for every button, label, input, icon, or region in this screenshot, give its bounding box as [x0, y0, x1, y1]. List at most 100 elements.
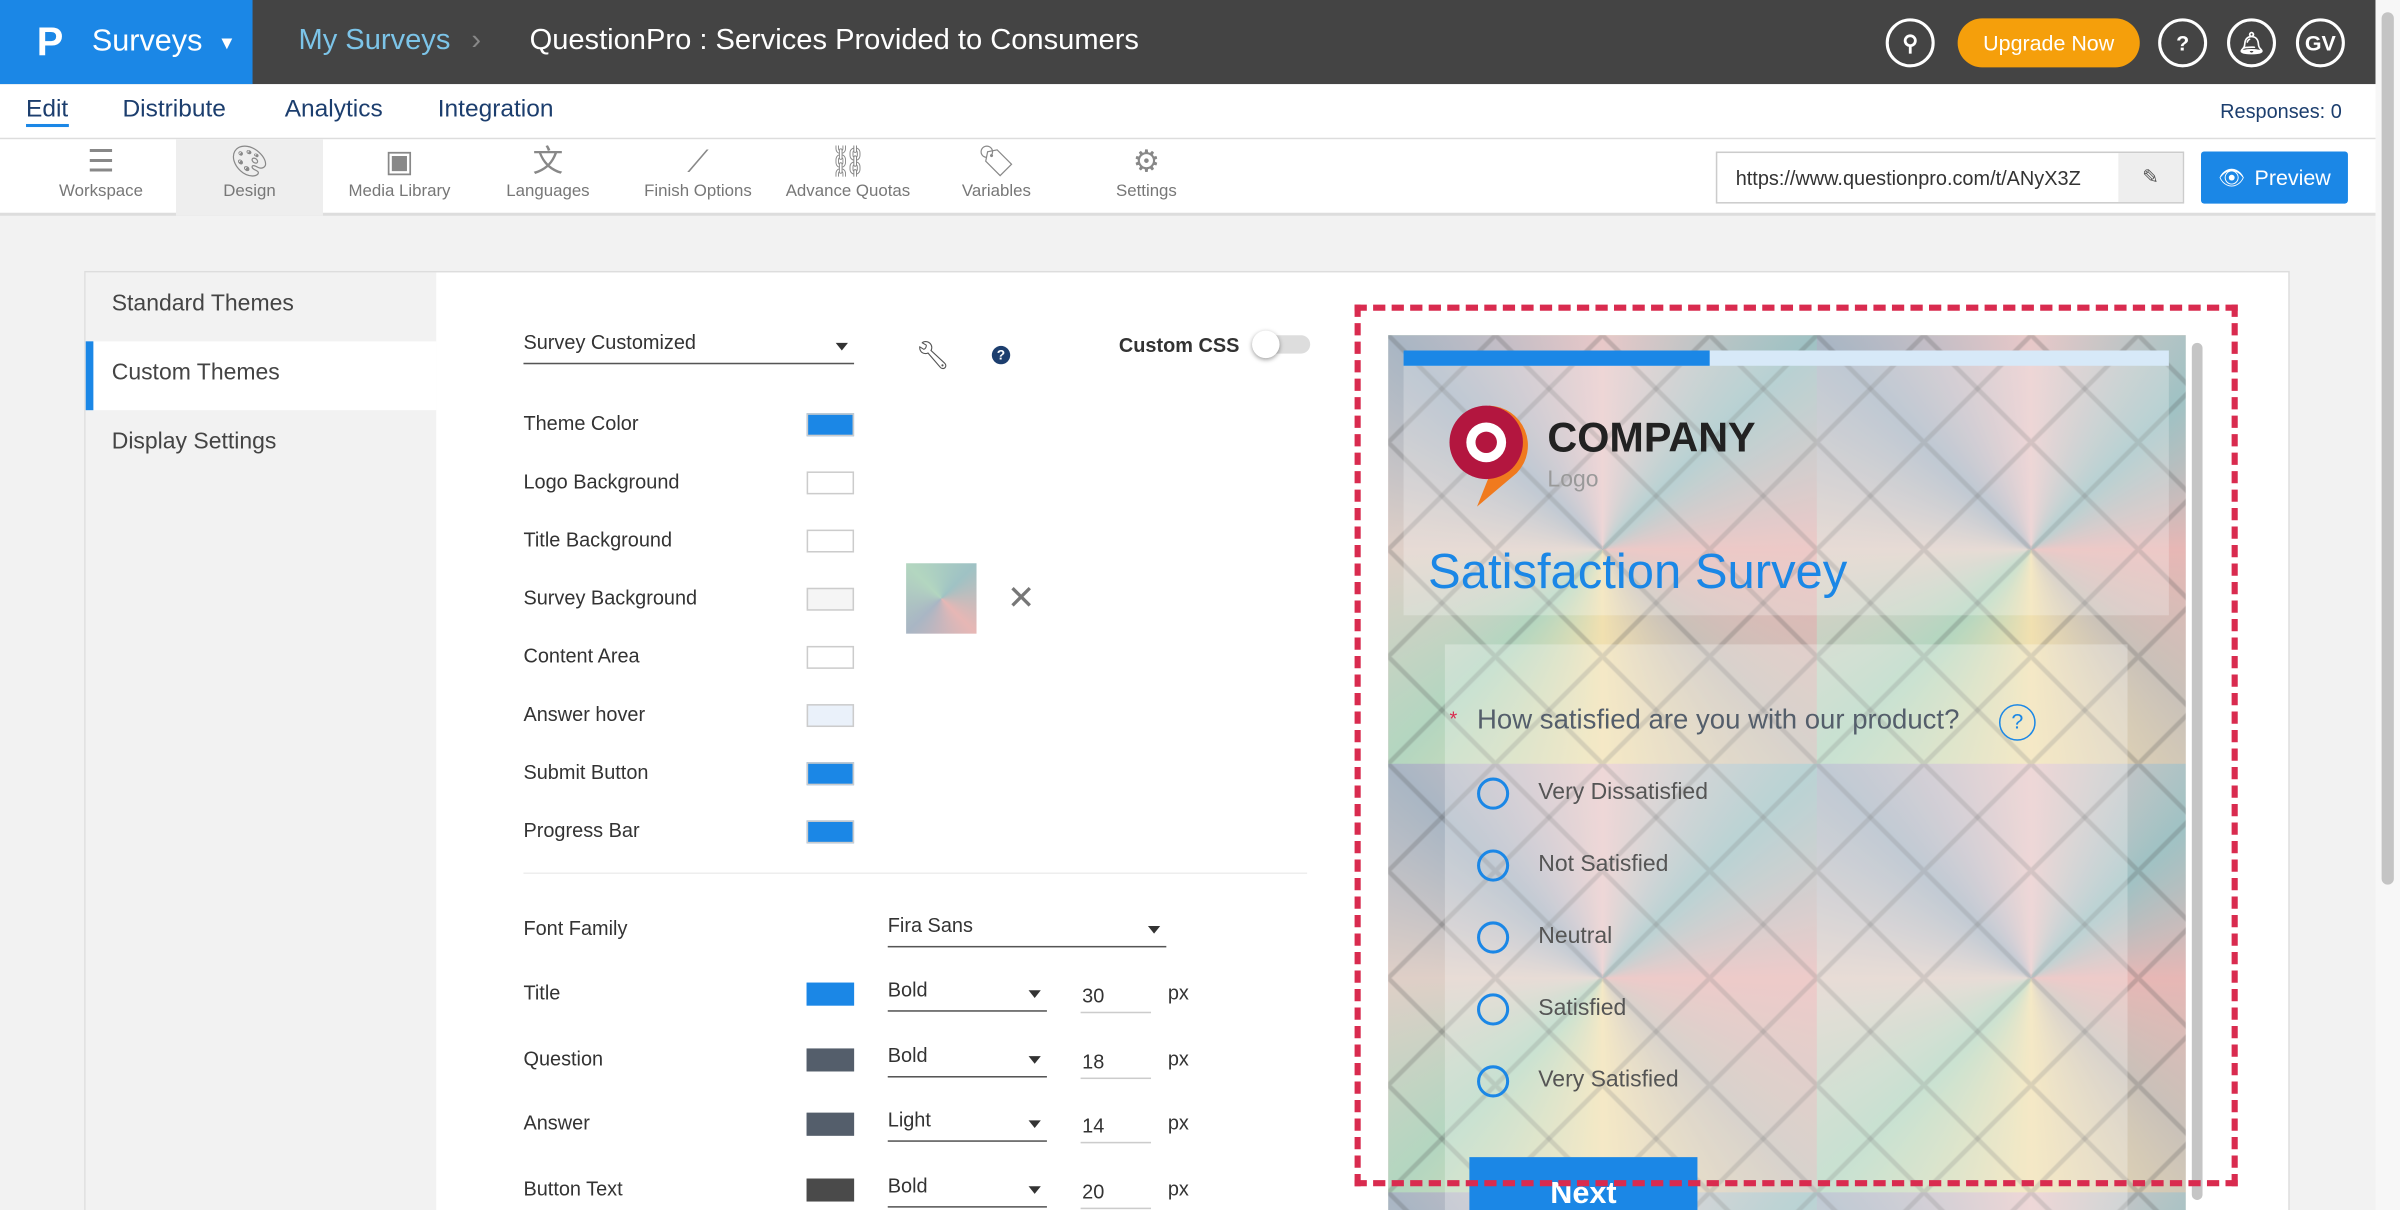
tool-languages[interactable]: 文 Languages — [474, 139, 621, 216]
answer-label[interactable]: Very Dissatisfied — [1538, 779, 1708, 806]
page-scrollbar[interactable] — [2375, 0, 2400, 1210]
avatar[interactable]: GV — [2295, 18, 2345, 68]
answer-label[interactable]: Not Satisfied — [1538, 851, 1669, 878]
help-button[interactable]: ? — [2158, 18, 2208, 68]
color-label: Content Area — [523, 644, 640, 668]
font-weight-select[interactable]: Light — [887, 1108, 1047, 1142]
palette-icon: 🎨︎ — [230, 145, 269, 180]
font-color-swatch[interactable] — [806, 1112, 855, 1136]
font-weight-select[interactable]: Bold — [887, 978, 1047, 1012]
font-color-swatch[interactable] — [806, 982, 855, 1006]
font-size-input[interactable]: 30 — [1080, 980, 1152, 1014]
help-icon[interactable]: ? — [991, 345, 1011, 365]
upgrade-now-button[interactable]: Upgrade Now — [1957, 18, 2140, 68]
color-swatch[interactable] — [806, 587, 855, 611]
color-swatch[interactable] — [806, 413, 855, 437]
question-text: How satisfied are you with our product? — [1477, 704, 1960, 735]
questionpro-logo: P — [36, 18, 64, 65]
bell-icon: 🔔︎ — [2237, 29, 2266, 55]
wrench-icon[interactable]: 🔧︎ — [915, 339, 951, 371]
search-icon: ⚲ — [1902, 29, 1919, 55]
search-button[interactable]: ⚲ — [1885, 18, 1935, 68]
tool-label: Media Library — [348, 182, 451, 201]
sidebar-item-custom-themes[interactable]: Custom Themes — [85, 341, 437, 411]
responses-count[interactable]: Responses: 0 — [2220, 99, 2342, 123]
answer-label[interactable]: Neutral — [1538, 922, 1613, 949]
survey-preview: COMPANY Logo Satisfaction Survey * How s… — [1388, 335, 2186, 1210]
sidebar-item-display-settings[interactable]: Display Settings — [111, 428, 277, 455]
font-size-input[interactable]: 18 — [1080, 1045, 1152, 1079]
gear-icon: ⚙ — [1132, 145, 1161, 180]
font-row-label: Answer — [523, 1111, 590, 1135]
tool-finish-options[interactable]: ⟋ Finish Options — [624, 139, 771, 216]
color-swatch[interactable] — [806, 762, 855, 786]
font-size-input[interactable]: 20 — [1080, 1175, 1152, 1209]
answer-label[interactable]: Satisfied — [1538, 994, 1627, 1021]
font-size-input[interactable]: 14 — [1080, 1110, 1152, 1144]
answer-radio[interactable] — [1477, 777, 1510, 810]
image-icon: ▣ — [385, 145, 414, 180]
tool-advance-quotas[interactable]: ⛓ Advance Quotas — [774, 139, 921, 216]
company-logo-icon — [1449, 405, 1528, 507]
tool-label: Languages — [506, 182, 590, 201]
survey-url-field[interactable]: https://www.questionpro.com/t/ANyX3Z ✎ — [1715, 151, 2185, 204]
answer-radio[interactable] — [1477, 993, 1510, 1026]
color-swatch[interactable] — [806, 645, 855, 669]
product-name: Surveys — [91, 24, 203, 59]
tool-label: Workspace — [59, 182, 143, 201]
custom-css-label: Custom CSS — [1118, 333, 1240, 357]
color-swatch[interactable] — [806, 820, 855, 844]
answer-radio[interactable] — [1477, 921, 1510, 954]
tool-label: Design — [223, 182, 276, 201]
font-color-swatch[interactable] — [806, 1177, 855, 1201]
tool-label: Finish Options — [644, 182, 752, 201]
tab-edit[interactable]: Edit — [26, 96, 69, 128]
preview-label: Preview — [2254, 165, 2331, 190]
background-image-thumbnail[interactable] — [906, 563, 977, 634]
custom-css-toggle[interactable] — [1252, 330, 1311, 359]
theme-sidebar: Standard Themes Custom Themes Display Se… — [85, 272, 437, 1210]
color-label: Progress Bar — [523, 818, 640, 842]
font-row-label: Title — [523, 981, 561, 1005]
color-swatch[interactable] — [806, 529, 855, 553]
breadcrumb-my-surveys[interactable]: My Surveys — [298, 24, 451, 57]
notifications-button[interactable]: 🔔︎ — [2227, 18, 2277, 68]
tab-analytics[interactable]: Analytics — [284, 96, 383, 123]
company-name: COMPANY — [1547, 414, 1756, 461]
question-help-icon[interactable]: ? — [1998, 704, 2036, 741]
color-label: Submit Button — [523, 760, 649, 784]
color-swatch[interactable] — [806, 471, 855, 495]
toolbar: ☰ Workspace 🎨︎ Design ▣ Media Library 文 Lang… — [0, 139, 2376, 216]
edit-url-button[interactable]: ✎ — [2118, 153, 2183, 203]
answer-label[interactable]: Very Satisfied — [1538, 1066, 1679, 1093]
answer-radio[interactable] — [1477, 849, 1510, 882]
pencil-icon: ✎ — [2142, 165, 2159, 189]
product-switcher[interactable]: P Surveys ▼ — [0, 0, 253, 85]
font-color-swatch[interactable] — [806, 1047, 855, 1071]
preview-scrollbar[interactable] — [2191, 342, 2203, 1200]
tag-icon: 🏷︎ — [976, 145, 1016, 180]
translate-icon: 文 — [532, 145, 564, 180]
tab-integration[interactable]: Integration — [437, 96, 554, 123]
sidebar-item-standard-themes[interactable]: Standard Themes — [111, 290, 294, 317]
progress-bar — [1403, 350, 2169, 366]
survey-url: https://www.questionpro.com/t/ANyX3Z — [1735, 166, 2081, 190]
font-family-select[interactable]: Fira Sans — [887, 914, 1167, 948]
tool-settings[interactable]: ⚙ Settings — [1073, 139, 1220, 216]
remove-background-icon[interactable]: ✕ — [1007, 578, 1036, 617]
font-family-label: Font Family — [523, 916, 628, 940]
tool-label: Advance Quotas — [785, 182, 911, 201]
font-weight-select[interactable]: Bold — [887, 1043, 1047, 1077]
answer-radio[interactable] — [1477, 1065, 1510, 1098]
tool-variables[interactable]: 🏷︎ Variables — [923, 139, 1070, 216]
tool-design[interactable]: 🎨︎ Design — [176, 139, 323, 216]
font-weight-select[interactable]: Bold — [887, 1173, 1047, 1207]
preview-button[interactable]: 👁︎ Preview — [2201, 151, 2348, 204]
workspace-icon: ☰ — [87, 145, 115, 180]
tool-workspace[interactable]: ☰ Workspace — [28, 139, 175, 216]
tool-media-library[interactable]: ▣ Media Library — [326, 139, 473, 216]
tab-distribute[interactable]: Distribute — [122, 96, 226, 123]
color-swatch[interactable] — [806, 704, 855, 728]
chevron-right-icon: › — [471, 24, 482, 57]
theme-select[interactable]: Survey Customized — [523, 331, 855, 365]
